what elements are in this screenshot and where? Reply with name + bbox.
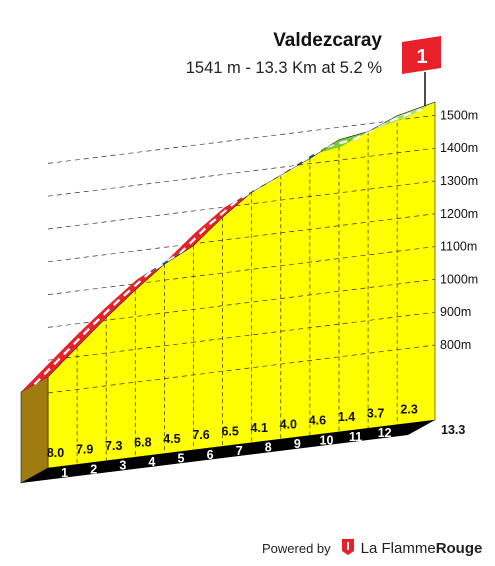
altitude-tick-label: 1200m (440, 207, 478, 221)
km-tick-label: 7 (236, 444, 243, 458)
km-tick-label: 3 (119, 459, 126, 473)
gradient-label: 7.9 (76, 443, 93, 457)
altitude-tick-label: 1000m (440, 272, 478, 286)
total-distance-label: 13.3 (441, 423, 465, 437)
altitude-gridline (47, 344, 436, 394)
altitude-tick-label: 1300m (440, 174, 478, 188)
altitude-gridline (47, 213, 436, 263)
km-tick-label: 4 (148, 455, 155, 469)
gradient-label: 6.8 (134, 435, 151, 449)
gradient-label: 6.5 (221, 425, 238, 439)
gradient-label: 4.6 (309, 414, 326, 428)
km-tick-label: 8 (265, 441, 272, 455)
altitude-gridline (47, 180, 436, 230)
profile-side (20, 376, 49, 484)
altitude-tick-label: 1400m (440, 141, 478, 155)
powered-by-footer: Powered by La FlammeRouge (262, 538, 482, 559)
km-tick-label: 12 (378, 426, 392, 440)
altitude-gridline (47, 147, 436, 197)
gradient-label: 4.1 (251, 421, 268, 435)
gradient-label: 8.0 (47, 446, 64, 460)
altitude-gridline (47, 246, 436, 295)
altitude-gridline (47, 115, 436, 164)
gradient-label: 7.6 (192, 428, 209, 442)
altitude-gridline (47, 311, 436, 361)
grade-segment (370, 102, 435, 131)
km-tick-label: 10 (320, 433, 334, 447)
gradient-label: 4.5 (163, 432, 180, 446)
brand-name: La FlammeRouge (361, 540, 483, 557)
km-tick-label: 11 (349, 430, 362, 444)
gradient-label: 7.3 (105, 439, 122, 453)
flamme-rouge-logo-icon (341, 538, 355, 559)
altitude-tick-label: 800m (440, 338, 471, 352)
brand-bold: Rouge (435, 540, 483, 557)
km-tick-label: 9 (294, 437, 301, 451)
altitude-tick-label: 1100m (440, 240, 477, 254)
gradient-label: 2.3 (400, 402, 417, 416)
gradient-label: 1.4 (338, 410, 355, 424)
km-tick-label: 5 (178, 451, 185, 465)
km-tick-label: 6 (207, 448, 214, 462)
category-badge (402, 36, 441, 74)
altitude-gridline (47, 279, 436, 328)
brand-light: La Flamme (360, 540, 436, 557)
profile-top-edge (47, 101, 436, 378)
gradient-label: 4.0 (280, 417, 297, 431)
climb-subtitle: 1541 m - 13.3 Km at 5.2 % (185, 59, 382, 77)
km-axis-strip (21, 420, 435, 483)
grade-segment (137, 245, 194, 280)
road-centerline (33, 108, 422, 386)
climb-title: Valdezcaray (273, 30, 382, 51)
powered-by-label: Powered by (262, 541, 331, 556)
altitude-tick-label: 1500m (440, 108, 478, 122)
km-tick-label: 1 (61, 466, 68, 480)
km-tick-label: 2 (90, 462, 97, 476)
gradient-label: 3.7 (367, 406, 384, 420)
altitude-tick-label: 900m (440, 305, 471, 319)
category-badge-label: 1 (416, 46, 427, 68)
